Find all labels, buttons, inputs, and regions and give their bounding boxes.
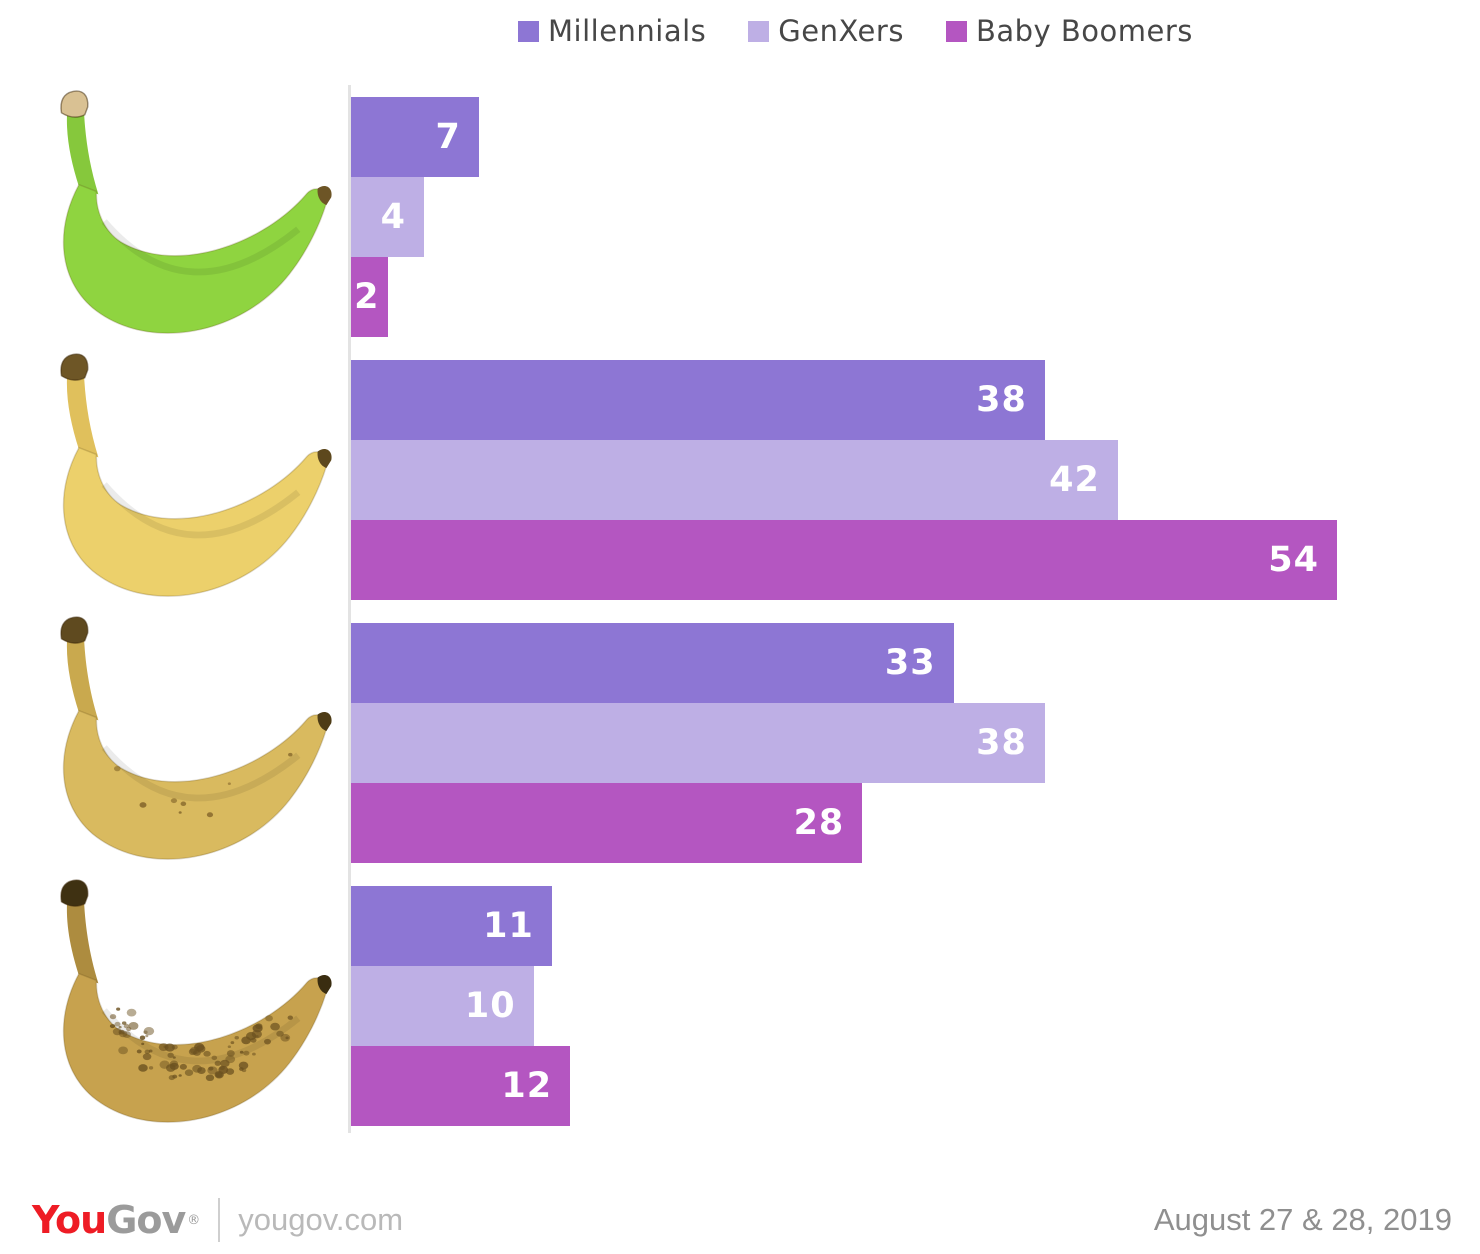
bar-babyboomers-green: 2: [351, 257, 388, 337]
banana-image: [59, 879, 332, 1123]
bar-value-label: 38: [976, 723, 1027, 763]
chart-row-speckled: 33 38 28: [0, 616, 1480, 863]
banana-image: [59, 616, 332, 860]
bar-value-label: 54: [1268, 540, 1319, 580]
bar-genxers-brown: 10: [351, 966, 534, 1046]
bar-millennials-brown: 11: [351, 886, 552, 966]
bar-millennials-green: 7: [351, 97, 479, 177]
bar-value-label: 2: [354, 277, 380, 317]
bar-millennials-yellow: 38: [351, 360, 1045, 440]
survey-date: August 27 & 28, 2019: [1153, 1202, 1452, 1237]
banana-image: [59, 353, 332, 597]
footer: You Gov ® yougov.com August 27 & 28, 2019: [32, 1198, 1452, 1242]
bar-genxers-speckled: 38: [351, 703, 1045, 783]
bar-genxers-yellow: 42: [351, 440, 1118, 520]
banana-body: [62, 183, 329, 334]
bar-value-label: 38: [976, 380, 1027, 420]
legend-swatch-babyboomers: [945, 20, 967, 42]
bar-value-label: 4: [380, 197, 406, 237]
yougov-brand: You Gov ® yougov.com: [32, 1198, 403, 1242]
brand-you-text: You: [32, 1198, 107, 1242]
registered-mark: ®: [187, 1212, 201, 1228]
bar-value-label: 11: [483, 906, 534, 946]
banana-image: [59, 90, 332, 334]
banana-ridge: [101, 219, 300, 276]
banana-ridge: [101, 745, 300, 802]
bar-value-label: 7: [435, 117, 461, 157]
bar-millennials-speckled: 33: [351, 623, 954, 703]
banana-stem: [66, 895, 98, 984]
bar-group-brown: 11 10 12: [351, 886, 1480, 1126]
yougov-site-link[interactable]: yougov.com: [238, 1202, 404, 1237]
bar-value-label: 12: [501, 1066, 553, 1106]
bar-group-yellow: 38 42 54: [351, 360, 1480, 600]
banana-body: [62, 446, 329, 597]
brand-gov-text: Gov: [106, 1198, 186, 1242]
banana-cell-green: [0, 85, 351, 334]
legend-swatch-genxers: [748, 20, 770, 42]
chart-area: 7 4 2 38 42 54 33 38 28 11 10 12: [0, 90, 1480, 1149]
banana-stem-tip: [59, 616, 88, 644]
legend-label-millennials: Millennials: [548, 14, 707, 48]
banana-body: [62, 709, 329, 860]
legend-label-babyboomers: Baby Boomers: [975, 14, 1193, 48]
bar-group-speckled: 33 38 28: [351, 623, 1480, 863]
bar-babyboomers-speckled: 28: [351, 783, 863, 863]
bar-value-label: 42: [1049, 460, 1100, 500]
bar-babyboomers-brown: 12: [351, 1046, 571, 1126]
banana-cell-yellow: [0, 348, 351, 597]
bar-babyboomers-yellow: 54: [351, 520, 1337, 600]
legend-label-genxers: GenXers: [778, 14, 904, 48]
banana-cell-brown: [0, 874, 351, 1123]
legend-swatch-millennials: [518, 20, 539, 42]
banana-stem-tip: [59, 879, 88, 907]
banana-stem-tip: [59, 353, 88, 381]
axis-baseline: [348, 85, 351, 1133]
banana-cell-speckled: [0, 611, 351, 860]
banana-stem: [66, 369, 98, 458]
banana-end-tip: [317, 974, 332, 994]
banana-end-tip: [317, 185, 332, 205]
bar-value-label: 33: [884, 643, 936, 683]
brand-divider: [218, 1198, 221, 1242]
banana-stem-tip: [59, 90, 88, 118]
banana-stem: [66, 106, 98, 195]
legend: Millennials GenXers Baby Boomers: [518, 14, 1193, 48]
banana-ridge: [101, 482, 300, 539]
legend-item-babyboomers: Baby Boomers: [945, 14, 1193, 48]
legend-item-genxers: GenXers: [748, 14, 904, 48]
banana-stem: [66, 632, 98, 721]
chart-row-brown: 11 10 12: [0, 879, 1480, 1126]
chart-row-yellow: 38 42 54: [0, 353, 1480, 600]
banana-end-tip: [317, 448, 332, 468]
banana-end-tip: [317, 711, 332, 731]
bar-genxers-green: 4: [351, 177, 424, 257]
chart-rows: 7 4 2 38 42 54 33 38 28 11 10 12: [0, 90, 1480, 1126]
bar-value-label: 10: [464, 986, 516, 1026]
legend-item-millennials: Millennials: [518, 14, 706, 48]
bar-value-label: 28: [793, 803, 845, 843]
